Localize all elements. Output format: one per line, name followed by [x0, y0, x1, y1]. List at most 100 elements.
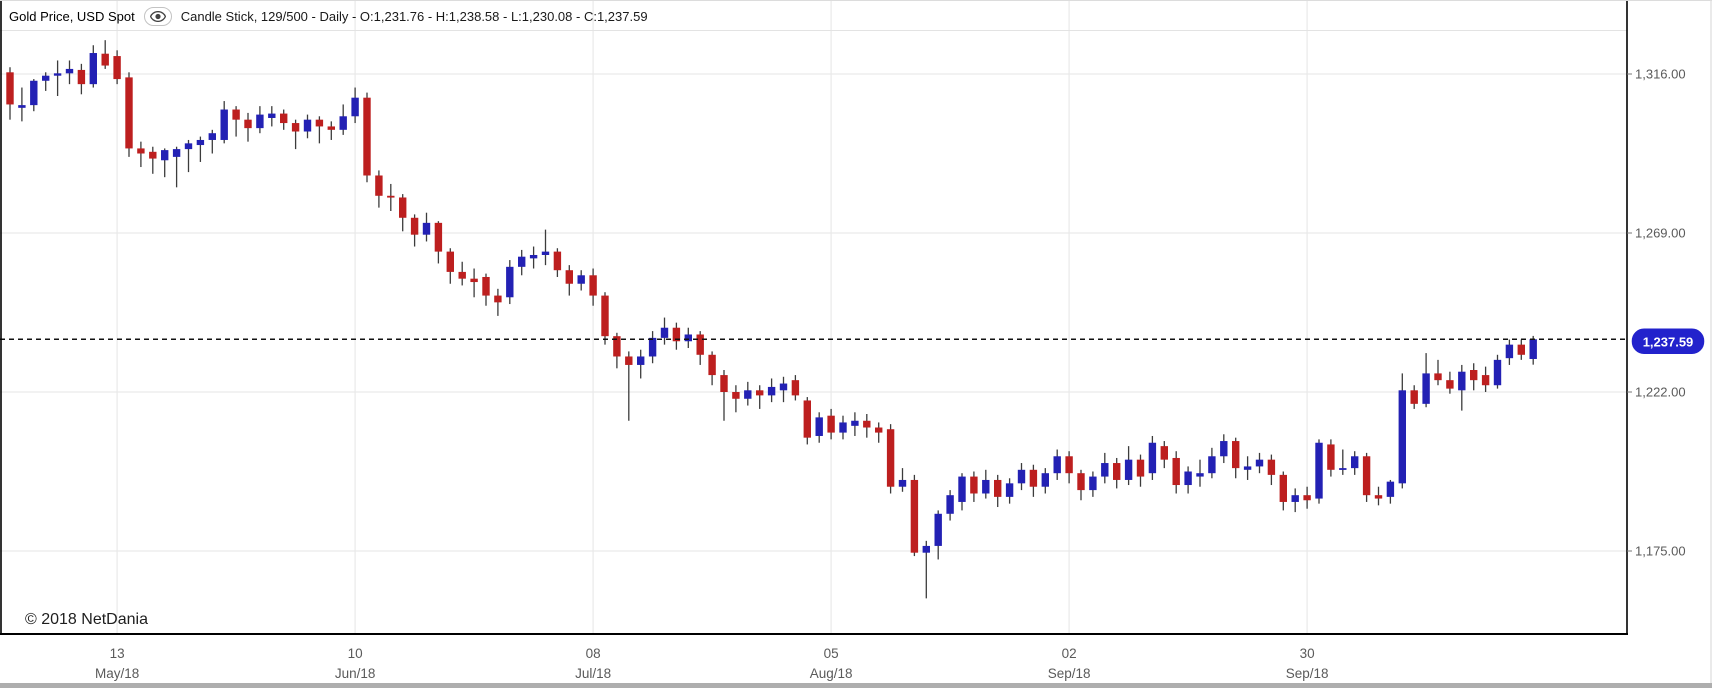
candle [89, 45, 97, 88]
candle [648, 331, 657, 364]
candle-body-up [256, 114, 264, 129]
candle [1279, 471, 1287, 511]
candle-body-up [1315, 442, 1323, 499]
candle [625, 351, 633, 421]
candle-body-down [1517, 344, 1525, 355]
candle-body-down [886, 429, 895, 487]
candle-body-down [232, 109, 240, 120]
candle [910, 474, 919, 557]
candle [982, 469, 990, 499]
candle [1065, 451, 1073, 484]
candle-body-up [184, 143, 193, 150]
candle-body-up [518, 256, 526, 267]
visibility-toggle-button[interactable] [143, 6, 172, 26]
candle [149, 146, 157, 174]
candle-body-down [1362, 456, 1371, 496]
candle [1232, 437, 1240, 479]
candle [303, 114, 312, 139]
candle-body-up [42, 75, 50, 81]
candle [1053, 449, 1061, 480]
candle-body-up [1339, 468, 1347, 470]
candle [351, 87, 359, 124]
candle [1303, 486, 1311, 509]
candle [458, 261, 466, 286]
candle-body-down [1327, 444, 1335, 470]
candle [886, 424, 895, 494]
candle [803, 397, 811, 445]
candle [696, 331, 704, 365]
candle-body-up [161, 150, 169, 161]
candle-body-up [351, 97, 359, 117]
x-axis-month-label: Sep/18 [1286, 666, 1329, 681]
candle [1184, 466, 1192, 494]
candle [756, 385, 764, 409]
candle [256, 106, 264, 134]
candle [1398, 373, 1406, 489]
candle-body-down [470, 278, 478, 283]
candle [1077, 469, 1085, 501]
candle [946, 490, 954, 521]
x-axis-month-label: Jun/18 [335, 666, 376, 681]
candle-body-up [660, 327, 669, 338]
x-axis-day-label: 10 [348, 646, 363, 661]
x-axis-month-label: May/18 [95, 666, 139, 681]
candle-body-down [149, 151, 157, 159]
candle-body-down [375, 175, 383, 196]
bottom-scrollbar-strip[interactable] [0, 683, 1712, 688]
candle [958, 473, 966, 511]
candle-body-down [791, 380, 800, 396]
candle-body-up [172, 149, 181, 157]
candle-body-down [1232, 441, 1240, 469]
candle [470, 268, 478, 298]
candle [1089, 471, 1097, 497]
candle [1267, 454, 1276, 486]
candle-body-down [1136, 459, 1145, 477]
series-info: Candle Stick, 129/500 - Daily - O:1,231.… [180, 8, 648, 24]
candle-body-up [637, 356, 645, 365]
candle-body-down [291, 123, 300, 132]
candle-body-up [89, 53, 97, 85]
candle-body-down [601, 295, 609, 337]
candle [1410, 385, 1418, 409]
candle-body-down [1279, 474, 1287, 502]
candle [1005, 478, 1014, 504]
candle [220, 101, 228, 144]
candle-body-down [113, 56, 121, 80]
y-axis-label: 1,269.00 [1635, 226, 1686, 241]
candle-body-up [268, 113, 276, 118]
candle-body-up [958, 476, 966, 502]
candle-body-down [6, 72, 14, 105]
candle [6, 67, 14, 120]
candle-body-down [1113, 463, 1121, 480]
candle [410, 214, 419, 247]
candle [113, 50, 121, 85]
candle-body-down [875, 427, 883, 433]
candle [1362, 452, 1371, 502]
candle-body-down [494, 295, 502, 303]
candle-body-up [1458, 371, 1466, 391]
candle-body-up [65, 68, 74, 74]
candle-body-down [970, 476, 978, 494]
candle-body-up [1208, 456, 1216, 474]
current-price-label: 1,237.59 [1630, 327, 1706, 356]
candle [660, 317, 669, 345]
candle [446, 248, 454, 284]
candle-body-down [672, 327, 681, 342]
candle [1374, 486, 1383, 506]
x-axis-day-label: 30 [1300, 646, 1315, 661]
gridlines-layer [0, 1, 1627, 634]
x-axis-month-label: Sep/18 [1048, 666, 1091, 681]
current-price-pill [1630, 327, 1706, 356]
candle [375, 170, 383, 208]
candle [1041, 468, 1049, 494]
candle [232, 106, 240, 137]
candle [791, 375, 800, 401]
candle-body-down [1160, 446, 1168, 460]
candle-body-up [1291, 495, 1299, 502]
candle-body-up [303, 119, 312, 132]
candle-body-up [1422, 373, 1430, 404]
candle-body-down [1029, 469, 1038, 487]
candles-layer [6, 40, 1537, 599]
candle-body-down [803, 400, 811, 438]
